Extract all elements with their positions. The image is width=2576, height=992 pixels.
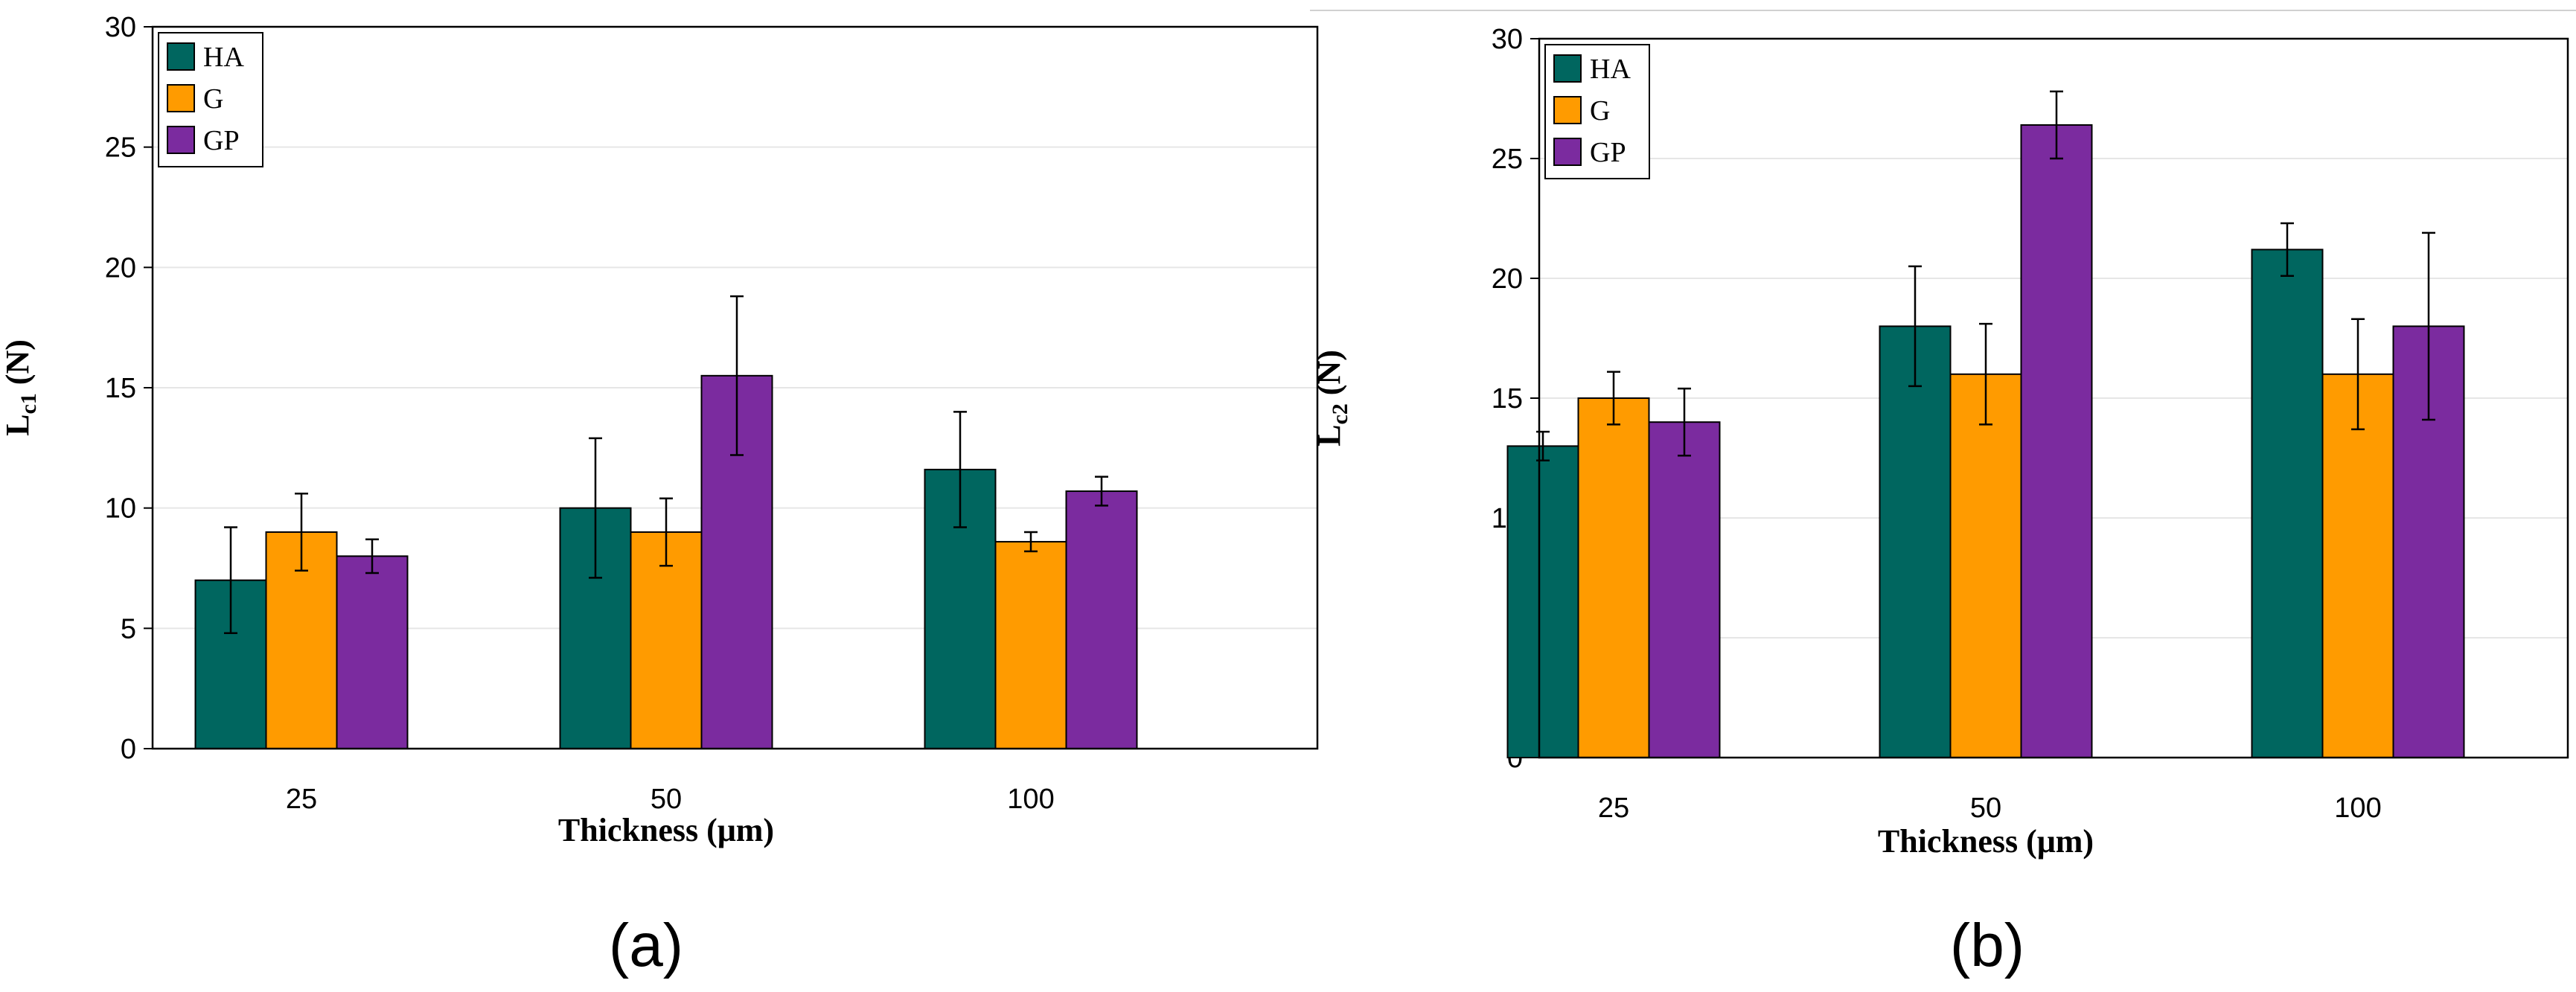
y-axis-title-subscript: c1: [16, 393, 41, 414]
x-tick-label: 100: [1007, 784, 1054, 815]
x-tick-label: 25: [286, 784, 317, 815]
bar-GP-100: [1065, 490, 1138, 749]
chart-b: 0510152025302550100HAGGPLc2 (N)Thickness…: [1311, 24, 2569, 979]
legend-label-HA: HA: [1590, 54, 1631, 85]
bar-G-50: [1949, 373, 2022, 758]
legend-swatch-GP: [1553, 138, 1582, 166]
bar-HA-50: [1879, 325, 1952, 758]
panel-label: (b): [1950, 912, 2024, 979]
x-tick-label: 25: [1598, 793, 1629, 824]
legend-swatch-HA: [167, 42, 195, 71]
y-tick-label: 25: [105, 132, 136, 164]
y-tick-label: 25: [1492, 144, 1523, 175]
bar-G-100: [2321, 373, 2394, 758]
plot-frame: [1538, 37, 2569, 759]
legend-label-GP: GP: [1590, 137, 1626, 168]
chart-a: 0 5 10 15 20 25 30 25 50 100 HA G GP Lc1 (N) Thickness…: [0, 12, 1319, 979]
y-axis-title-unit: (N): [1311, 350, 1347, 403]
legend-swatch-GP: [167, 126, 195, 154]
bar-GP-50: [2020, 124, 2093, 759]
legend-label-G: G: [203, 83, 223, 115]
y-tick-label: 30: [1492, 24, 1523, 55]
legend-label-HA: HA: [203, 42, 244, 73]
legend-label-G: G: [1590, 95, 1610, 127]
y-axis-title: Lc2 (N): [1311, 350, 1352, 447]
panel-label: (a): [609, 912, 683, 979]
y-axis-title: Lc1 (N): [0, 339, 41, 436]
y-tick-label: 20: [1492, 263, 1523, 295]
y-tick-label: 10: [105, 493, 136, 525]
y-tick-label: 15: [105, 373, 136, 404]
y-axis-title-main: L: [0, 415, 36, 436]
bar-G-25: [1577, 397, 1650, 758]
bar-GP-25: [1648, 421, 1721, 758]
legend-swatch-G: [1553, 96, 1582, 124]
bar-HA-25: [1506, 445, 1579, 759]
y-axis-title-subscript: c2: [1328, 403, 1352, 424]
bar-GP-25: [336, 555, 409, 749]
y-axis-title-unit: (N): [0, 339, 36, 393]
legend-swatch-G: [167, 84, 195, 112]
legend-swatch-HA: [1553, 54, 1582, 83]
y-tick-label: 15: [1492, 383, 1523, 415]
plot-frame: [151, 25, 1319, 750]
y-tick-label: 0: [121, 734, 136, 765]
legend-label-GP: GP: [203, 125, 240, 156]
x-tick-label: 50: [651, 784, 682, 815]
x-axis-title: Thickness (μm): [1878, 823, 2094, 860]
y-tick-label: 30: [105, 12, 136, 43]
y-tick-label: 20: [105, 252, 136, 284]
x-tick-label: 100: [2334, 793, 2381, 824]
x-tick-label: 50: [1970, 793, 2001, 824]
y-axis-title-main: L: [1311, 425, 1347, 447]
bar-HA-100: [2251, 249, 2324, 758]
x-axis-title: Thickness (μm): [558, 812, 774, 848]
bar-G-100: [994, 540, 1067, 750]
y-tick-label: 5: [121, 613, 136, 644]
